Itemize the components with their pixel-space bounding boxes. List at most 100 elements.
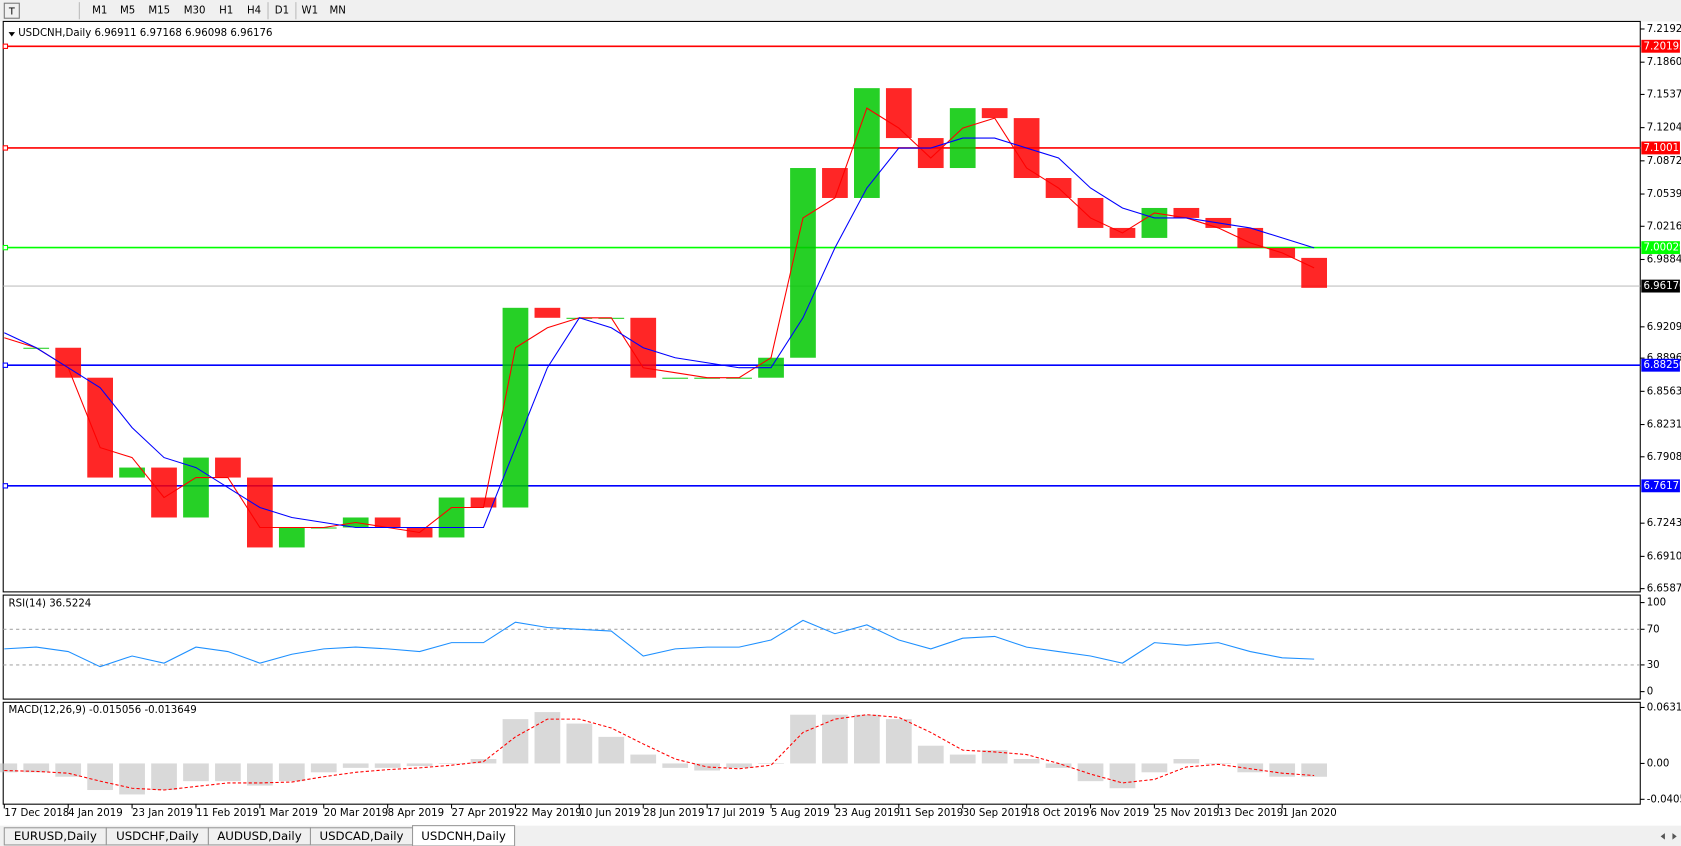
y-tick-label: 7.05395 — [1647, 189, 1681, 200]
macd-bar — [0, 763, 18, 773]
y-tick-label: 6.88960 — [1647, 353, 1681, 364]
tab-label[interactable]: USDCHF,Daily — [116, 829, 199, 843]
macd-bar — [502, 719, 529, 764]
candle-body — [854, 88, 880, 198]
level-handle[interactable] — [2, 43, 9, 49]
candle-body — [885, 88, 912, 139]
macd-bar — [1045, 763, 1072, 768]
macd-bar — [885, 719, 912, 764]
macd-bar — [981, 750, 1008, 764]
x-tick-label: 18 Oct 2019 — [1027, 808, 1090, 819]
timeframe-button[interactable]: MN — [330, 6, 346, 17]
macd-bar — [630, 754, 657, 764]
level-handle[interactable] — [2, 483, 9, 489]
candle-body — [1237, 227, 1264, 248]
main-title: USDCNH,Daily 6.96911 6.97168 6.96098 6.9… — [18, 28, 272, 39]
timeframe-button[interactable]: M1 — [92, 6, 107, 17]
level-label: 6.88250 — [1643, 360, 1681, 371]
tab-label[interactable]: USDCAD,Daily — [319, 829, 403, 843]
macd-bar — [1237, 763, 1264, 773]
macd-bar — [854, 714, 880, 764]
x-tick-label: 6 Nov 2019 — [1091, 808, 1150, 819]
timeframe-button[interactable]: M30 — [184, 6, 206, 17]
candle-body — [502, 307, 529, 508]
macd-bar — [1173, 759, 1200, 764]
timeframe-button[interactable]: D1 — [275, 6, 289, 17]
y-tick-label: 0.00 — [1647, 758, 1670, 769]
tab-scroll[interactable] — [1660, 833, 1677, 840]
x-tick-label: 10 Jun 2019 — [579, 808, 640, 819]
x-tick-label: 23 Aug 2019 — [835, 808, 900, 819]
candle-body — [119, 467, 145, 478]
candle-body — [790, 168, 816, 358]
timeframe-button[interactable]: M5 — [120, 6, 135, 17]
level-label: 7.10011 — [1643, 143, 1681, 154]
y-tick-label: 7.02165 — [1647, 221, 1681, 232]
macd-bar — [1013, 759, 1040, 764]
level-handle[interactable] — [2, 362, 9, 368]
tab-label[interactable]: AUDUSD,Daily — [217, 829, 302, 843]
macd-bar — [566, 723, 593, 764]
level-tag — [1641, 241, 1680, 255]
level-handle[interactable] — [2, 244, 9, 251]
level-label: 6.76171 — [1643, 481, 1681, 492]
candle-body — [1077, 197, 1104, 228]
y-tick-label: 7.15370 — [1647, 89, 1681, 100]
candle-body — [534, 307, 561, 318]
candle-body — [183, 457, 209, 518]
macd-bar — [790, 714, 816, 764]
macd-bar — [278, 763, 305, 782]
y-tick-label: 6.98840 — [1647, 254, 1681, 265]
x-tick-label: 1 Mar 2019 — [260, 808, 318, 819]
macd-bar — [758, 763, 784, 764]
x-tick-label: 5 Aug 2019 — [771, 808, 830, 819]
candle-body — [1301, 257, 1328, 288]
candle-body — [247, 477, 273, 548]
candle-body — [1173, 207, 1200, 218]
candle-body — [151, 467, 177, 518]
y-tick-label: 70 — [1647, 624, 1660, 635]
macd-panel — [2, 701, 1641, 805]
macd-bar — [1205, 763, 1232, 764]
candle-body — [917, 138, 944, 169]
signal-line — [4, 714, 1315, 791]
y-tick-label: 6.82310 — [1647, 420, 1681, 431]
tab-active[interactable] — [411, 825, 516, 846]
candle-body — [87, 377, 113, 478]
macd-bar — [438, 763, 465, 764]
candle-body — [278, 527, 305, 548]
macd-title: MACD(12,26,9) -0.015056 -0.013649 — [9, 705, 197, 716]
y-tick-label: -0.0405 — [1647, 794, 1681, 805]
y-tick-label: 100 — [1647, 598, 1666, 609]
timeframe-button[interactable]: W1 — [302, 6, 319, 17]
tab-label[interactable]: EURUSD,Daily — [14, 829, 97, 843]
y-tick-label: 6.69105 — [1647, 551, 1681, 562]
x-tick-label: 11 Feb 2019 — [196, 808, 259, 819]
level-handle[interactable] — [2, 145, 9, 151]
macd-bar — [917, 745, 944, 764]
y-tick-label: 7.21925 — [1647, 24, 1681, 35]
tab-label[interactable]: USDCNH,Daily — [421, 829, 506, 843]
macd-bar — [342, 763, 369, 768]
timeframe-button[interactable]: H4 — [247, 6, 261, 17]
tool-icon[interactable] — [3, 2, 20, 19]
macd-bar — [247, 763, 273, 786]
macd-bar — [1077, 763, 1104, 782]
y-tick-label: 30 — [1647, 660, 1660, 671]
y-tick-label: 6.72430 — [1647, 518, 1681, 529]
x-tick-label: 25 Nov 2019 — [1154, 808, 1219, 819]
macd-bar — [694, 763, 720, 771]
macd-bar — [406, 763, 433, 767]
macd-bar — [310, 763, 337, 773]
timeframe-button[interactable]: H1 — [219, 6, 233, 17]
timeframe-button[interactable]: M15 — [148, 6, 170, 17]
macd-bar — [87, 763, 113, 791]
rsi-title: RSI(14) 36.5224 — [9, 599, 92, 610]
y-tick-label: 6.92095 — [1647, 322, 1681, 333]
macd-bar — [151, 763, 177, 791]
macd-bar — [1109, 763, 1136, 789]
y-tick-label: 6.65875 — [1647, 584, 1681, 595]
candle-body — [981, 108, 1008, 119]
